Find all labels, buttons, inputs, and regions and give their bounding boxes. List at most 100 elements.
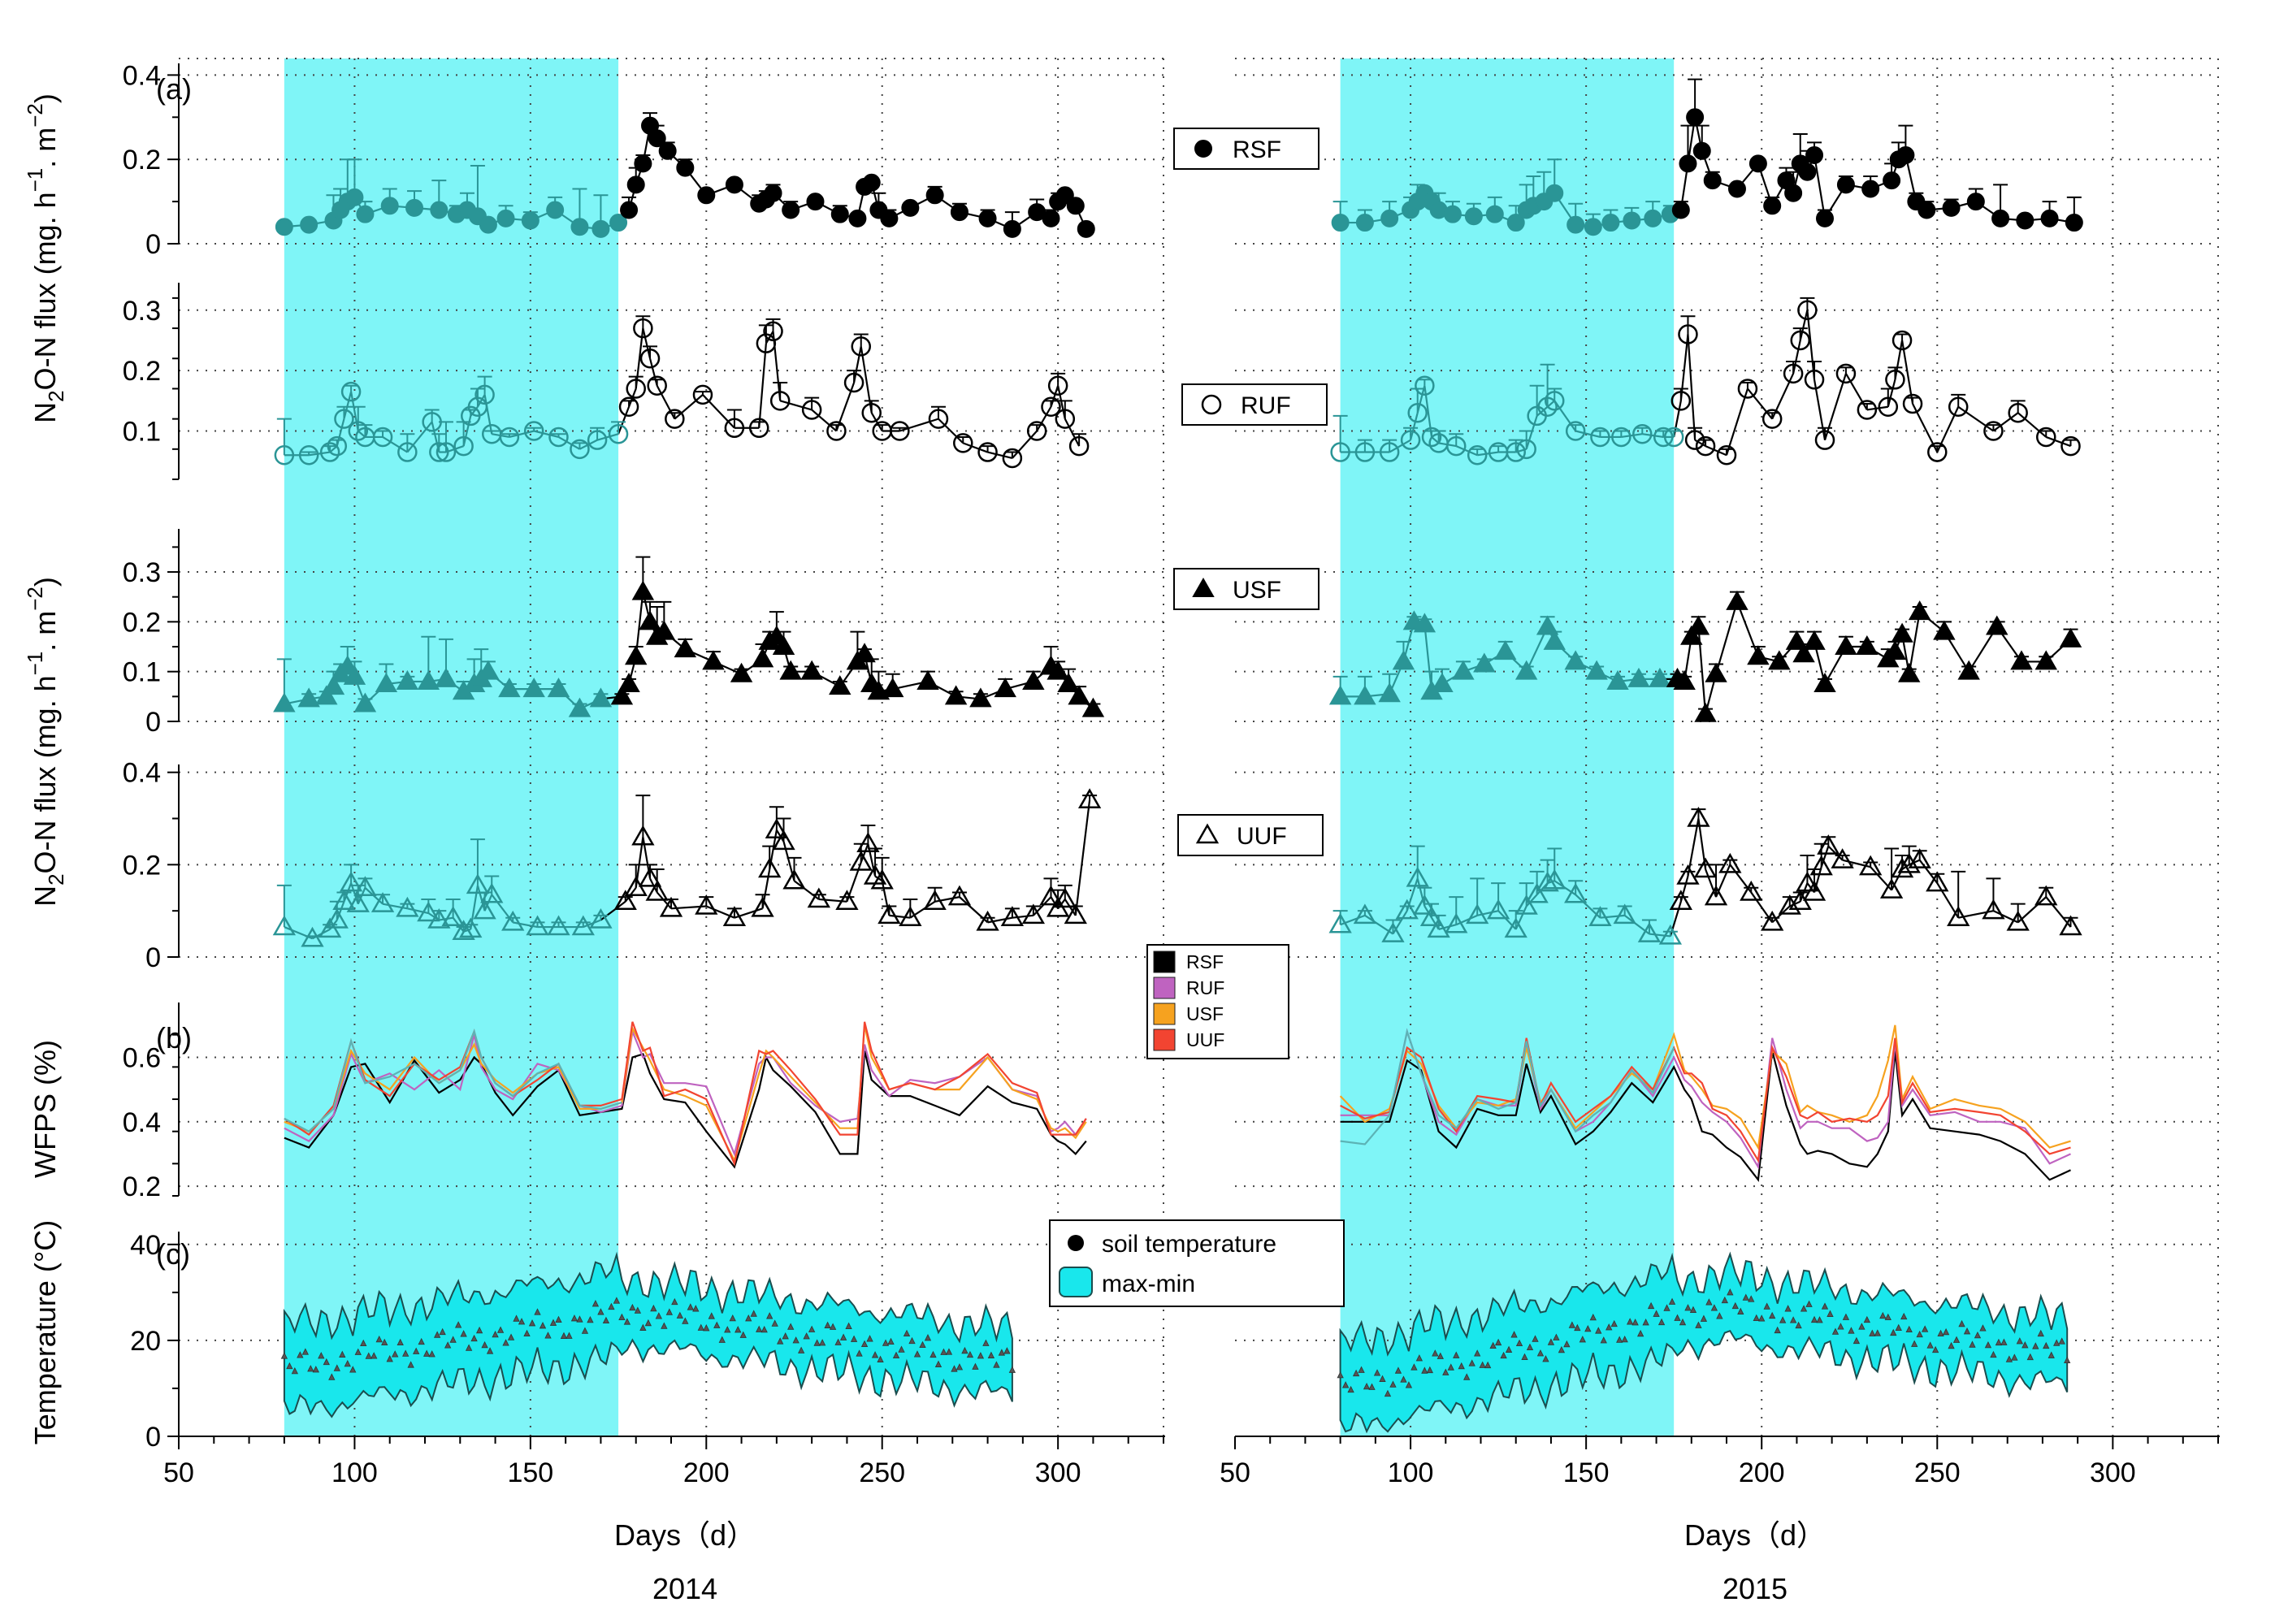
soil-temp-point	[724, 1326, 731, 1333]
soil-temp-point	[1948, 1341, 1955, 1349]
soil-temp-point	[1826, 1310, 1834, 1317]
soil-temp-point	[2016, 1337, 2023, 1345]
data-point	[880, 209, 899, 227]
data-point	[325, 908, 349, 929]
data-point	[1693, 857, 1718, 878]
soil-temp-point	[549, 1319, 557, 1326]
soil-temp-point	[1389, 1380, 1397, 1388]
series-line	[1736, 601, 1759, 657]
soil-temp-point	[402, 1349, 410, 1357]
data-point	[1413, 613, 1436, 633]
data-point	[1003, 219, 1021, 238]
data-point	[1983, 421, 2004, 441]
data-point	[1687, 806, 1710, 827]
soil-temp-point	[413, 1347, 420, 1354]
data-point	[1504, 917, 1528, 938]
series-line	[406, 421, 433, 453]
soil-temp-point	[1553, 1333, 1560, 1340]
RUF-series-2014	[274, 315, 1090, 469]
data-point	[881, 678, 904, 698]
data-point	[610, 685, 634, 705]
soil-temp-point	[502, 1339, 509, 1346]
data-point	[765, 818, 789, 838]
soil-temp-point	[613, 1297, 621, 1304]
data-point	[1201, 394, 1222, 415]
data-point	[645, 880, 669, 901]
data-point	[1883, 171, 1901, 190]
soil-temp-point	[465, 1344, 473, 1351]
series-line	[1575, 430, 1601, 439]
data-point	[758, 857, 782, 878]
data-point	[724, 418, 745, 439]
data-point	[274, 445, 295, 466]
soil-temp-point	[386, 1355, 393, 1362]
legend-RSF: RSF	[1173, 128, 1320, 170]
data-point	[1077, 788, 1102, 809]
series-line	[1725, 388, 1748, 456]
wfps-legend-swatch-USF	[1153, 1003, 1176, 1025]
data-point	[1021, 903, 1045, 925]
data-point	[272, 915, 297, 936]
soil-temp-point	[518, 1318, 526, 1325]
legend-RUF: RUF	[1181, 383, 1328, 426]
soil-temp-point	[708, 1312, 715, 1319]
soil-temp-point	[566, 1332, 573, 1339]
temp-band-2015	[1337, 1251, 2071, 1434]
data-point	[1896, 146, 1915, 164]
data-point	[1798, 162, 1817, 181]
shaded-period-2015	[1340, 58, 1675, 1436]
series-line	[1957, 405, 1995, 432]
soil-temp-point	[1742, 1293, 1749, 1301]
data-point	[1785, 630, 1809, 650]
soil-temp-point	[539, 1322, 547, 1329]
soil-temp-point	[444, 1341, 452, 1349]
series-line	[596, 433, 619, 441]
wfps-legend: RSF RUF USF UUF	[1146, 944, 1289, 1059]
data-point	[923, 890, 947, 911]
series-line	[1866, 405, 1888, 411]
soil-temp-point	[1758, 1314, 1766, 1322]
soil-temp-point	[734, 1326, 742, 1333]
data-point	[1669, 890, 1692, 911]
temp-max-min-band	[283, 1251, 1013, 1418]
data-point	[1613, 903, 1636, 925]
data-point	[452, 920, 475, 940]
panel-RSF-y-tick-label: 0	[145, 229, 161, 260]
soil-temp-point	[655, 1312, 662, 1319]
soil-temp-point	[2026, 1353, 2034, 1361]
data-point	[1328, 685, 1352, 705]
soil-temp-point	[1922, 1325, 1929, 1332]
data-point	[546, 201, 565, 219]
series-line	[1477, 451, 1499, 457]
data-point	[1653, 427, 1674, 448]
soil-temp-point	[1852, 1336, 1861, 1345]
data-point	[1856, 635, 1878, 656]
data-point	[1066, 197, 1085, 215]
soil-temp-point	[555, 1315, 562, 1323]
data-point	[806, 193, 825, 211]
data-point	[473, 899, 496, 920]
data-point	[1545, 184, 1564, 202]
series-line	[1694, 439, 1706, 448]
data-point	[592, 219, 610, 238]
y-axis-title-flux-bottom: N2O-N flux (mg. h−1. m−2)	[23, 577, 68, 907]
data-point	[1046, 660, 1069, 680]
data-point	[772, 829, 795, 851]
soil-temp-point	[1600, 1336, 1607, 1344]
wfps-line-period	[284, 1029, 622, 1133]
soil-temp-point	[1484, 1361, 1492, 1369]
soil-temp-point	[407, 1361, 414, 1368]
data-point	[609, 214, 628, 232]
soil-temp-point	[966, 1350, 974, 1358]
data-point	[1885, 370, 1905, 390]
soil-temp-point	[766, 1312, 774, 1319]
data-point	[953, 433, 973, 453]
data-point	[2060, 435, 2081, 457]
data-point	[639, 349, 661, 369]
data-point	[522, 678, 545, 698]
soil-temp-point	[1716, 1312, 1723, 1319]
data-point	[380, 197, 399, 215]
data-point	[1543, 630, 1566, 650]
soil-temp-point	[1653, 1310, 1660, 1317]
data-point	[477, 660, 500, 680]
